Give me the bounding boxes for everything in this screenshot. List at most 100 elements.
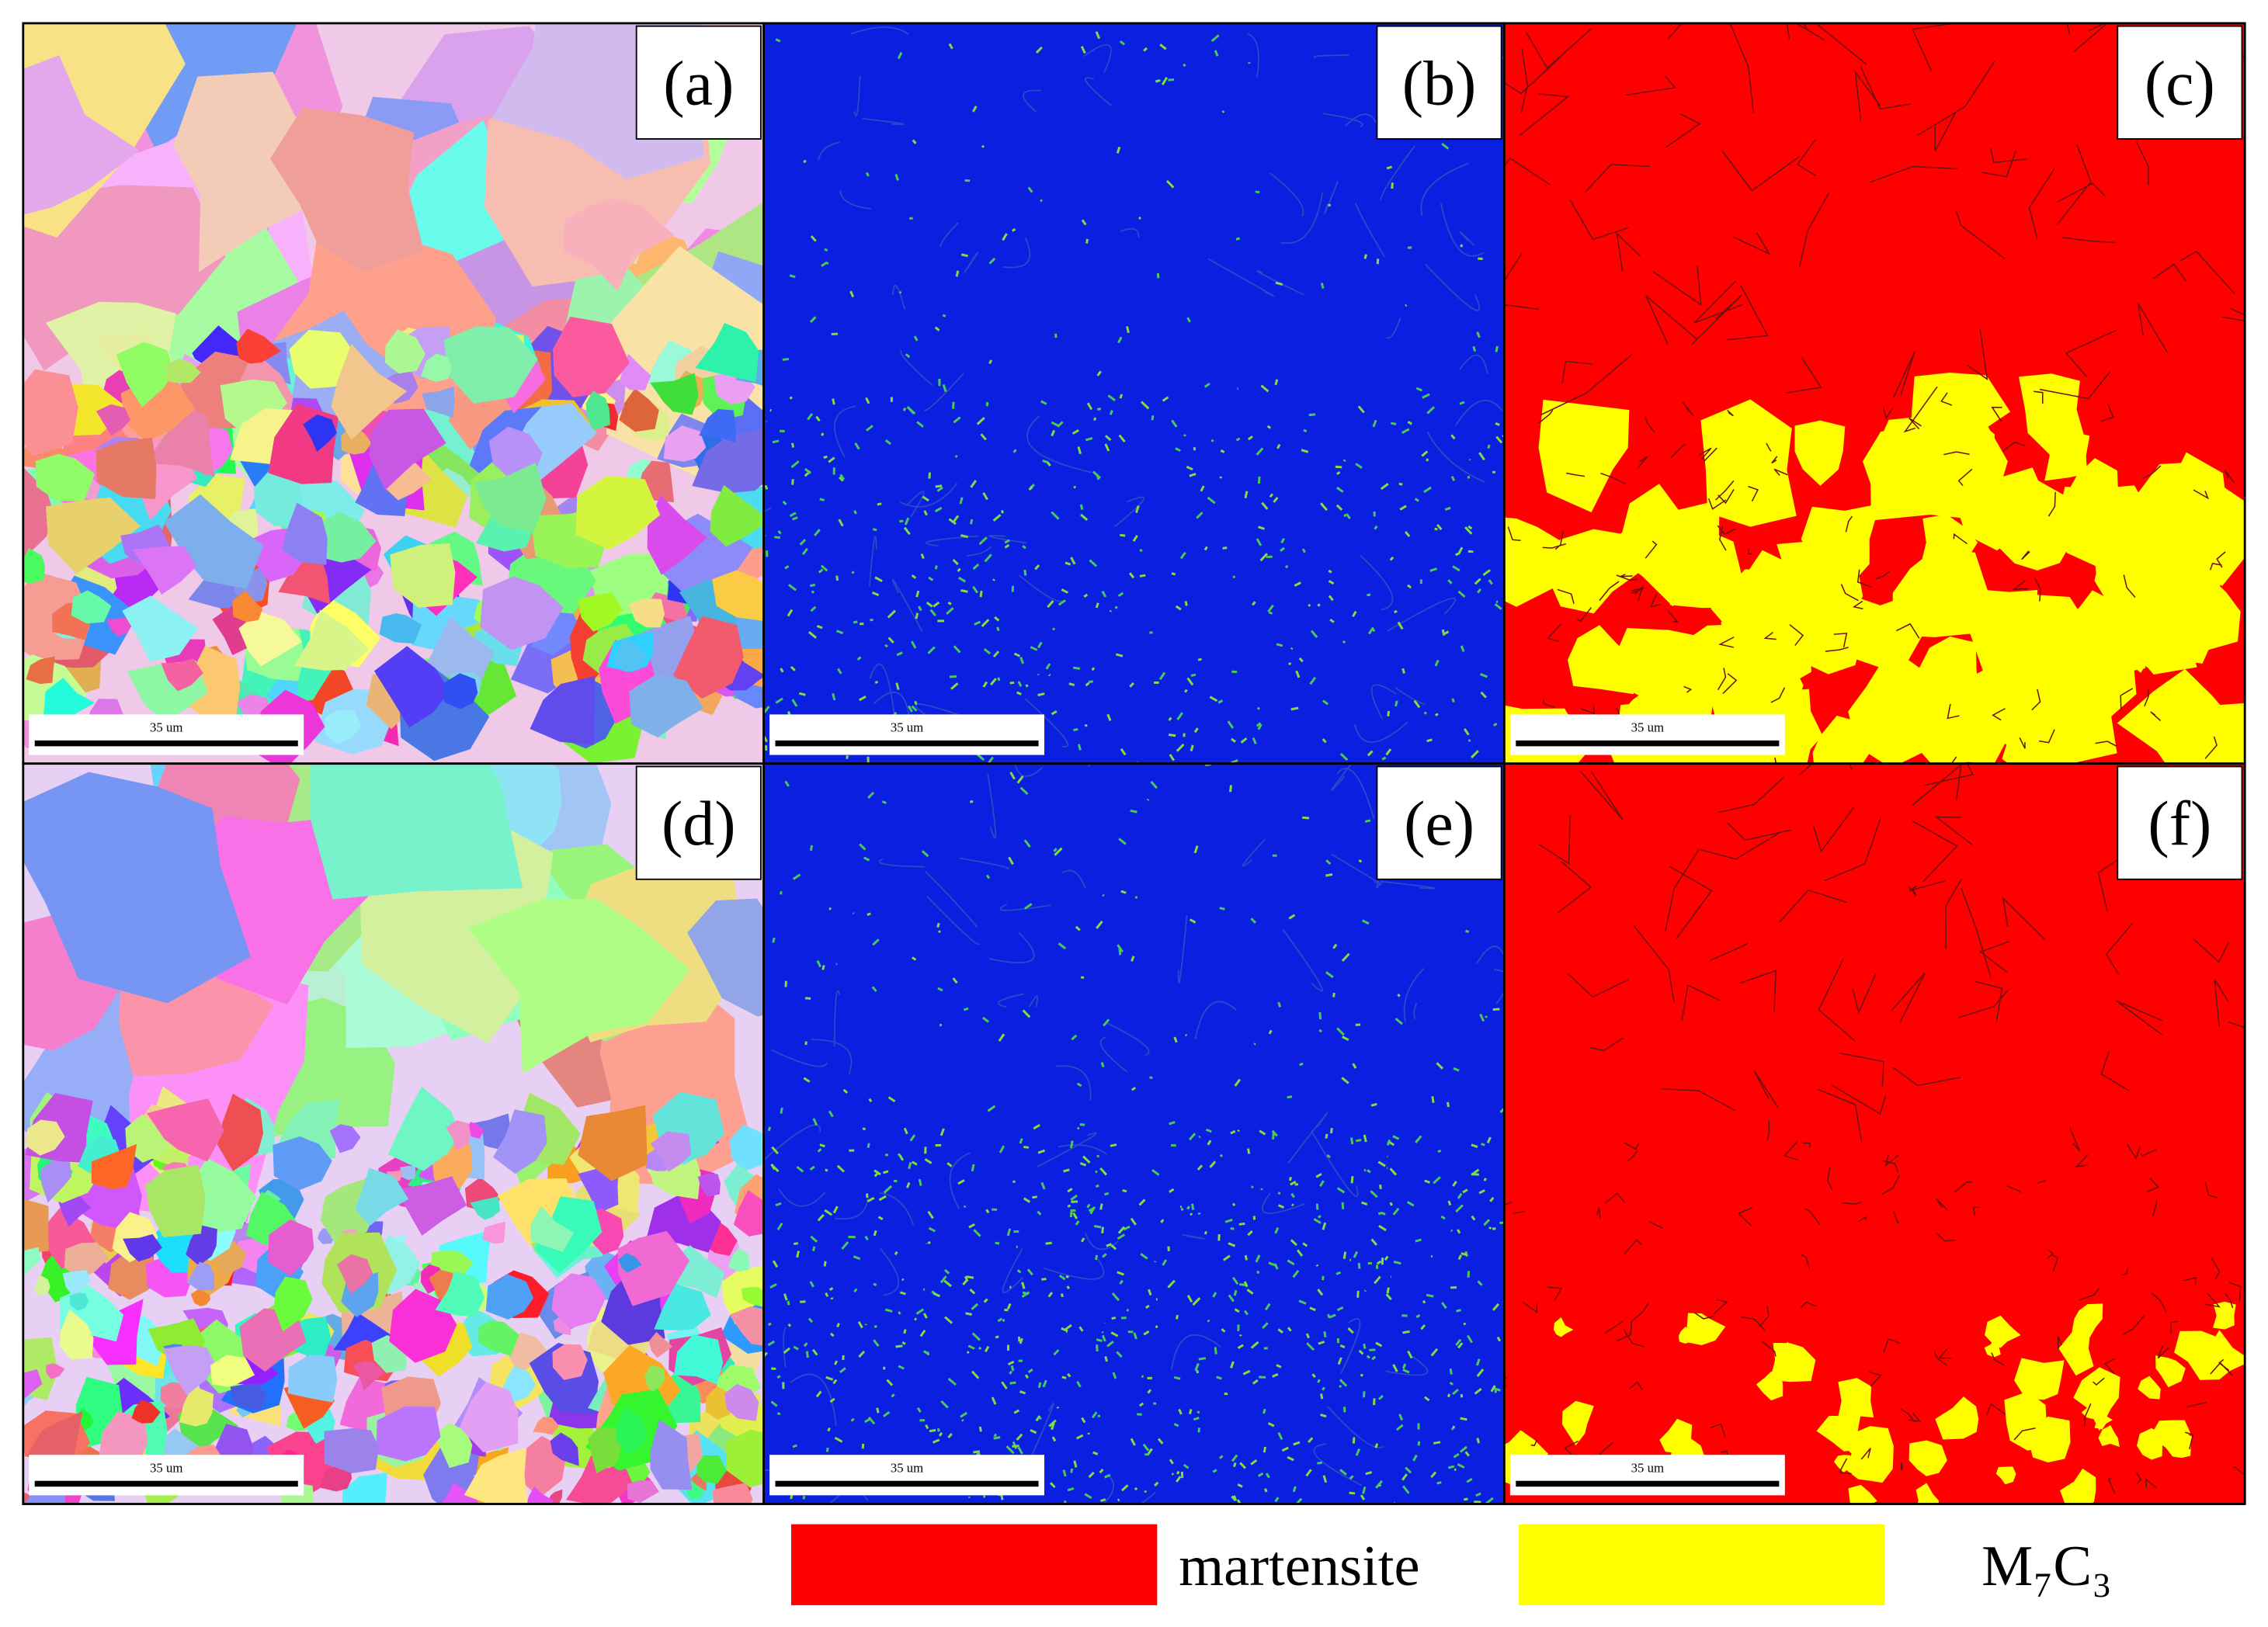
strain (1230, 1129, 1236, 1135)
strain (1106, 1243, 1112, 1247)
grain (33, 1275, 50, 1297)
strain (1259, 553, 1268, 562)
strain (1488, 579, 1493, 585)
grain (648, 1332, 673, 1358)
boundary (1604, 1320, 1624, 1334)
strain (814, 529, 821, 536)
strain (1362, 1486, 1367, 1494)
boundary (1975, 980, 2003, 1022)
boundary (1860, 66, 1912, 110)
strain (1024, 1374, 1030, 1379)
strain (1405, 304, 1408, 307)
boundary (1891, 972, 1926, 1024)
boundary (1934, 816, 1974, 846)
grain (96, 438, 157, 500)
strain (836, 1164, 846, 1173)
grain (342, 1473, 387, 1504)
strain (1496, 1336, 1502, 1342)
label-box (635, 765, 762, 880)
legend-label: martensite (1179, 1535, 1419, 1598)
strain (1355, 1448, 1361, 1456)
strain (1183, 1463, 1190, 1469)
strain (1189, 918, 1197, 924)
strain (783, 1347, 790, 1355)
strain (1037, 673, 1040, 676)
boundary (1900, 1408, 1915, 1423)
strain (816, 624, 823, 630)
strain (837, 668, 842, 675)
boundary (1893, 1211, 1899, 1224)
boundary (1783, 1140, 1798, 1161)
strain (1121, 1484, 1129, 1492)
boundary (839, 189, 872, 210)
strain (1474, 1388, 1482, 1395)
strain (1026, 1268, 1033, 1276)
strain (903, 1127, 908, 1135)
strain (1140, 1253, 1148, 1260)
strain (818, 568, 824, 574)
boundary (764, 1124, 821, 1160)
strain (1260, 1188, 1263, 1191)
strain (1049, 1482, 1056, 1489)
boundary (1802, 1142, 1811, 1148)
boundary (850, 26, 909, 36)
strain (983, 648, 992, 655)
strain (1303, 428, 1308, 433)
strain (775, 697, 783, 704)
grain (552, 316, 630, 397)
boundary (2084, 1403, 2092, 1427)
strain (1205, 1128, 1212, 1133)
strain (771, 1146, 779, 1155)
boundary (1804, 1208, 1822, 1226)
strain (1118, 838, 1127, 845)
strain (1363, 1134, 1367, 1143)
strain (1274, 379, 1279, 386)
strain (1001, 510, 1004, 514)
strain (1065, 1275, 1069, 1278)
strain (787, 1323, 792, 1327)
boundary (1637, 456, 1648, 469)
boundary (1800, 1254, 1810, 1270)
strain (1463, 1497, 1468, 1501)
strain (1060, 1292, 1065, 1298)
strain (1343, 513, 1347, 518)
panel-bg (763, 23, 1505, 764)
boundary (1748, 548, 1752, 555)
strain (809, 316, 817, 324)
strain (1171, 1473, 1175, 1476)
strain (1480, 673, 1488, 678)
strain (853, 510, 857, 515)
grain (303, 415, 337, 453)
strain (792, 516, 798, 521)
strain (770, 1163, 780, 1173)
strain (1099, 1167, 1108, 1176)
boundary (1460, 231, 1475, 246)
strain (1053, 848, 1058, 852)
strain (894, 173, 899, 181)
strain (853, 1288, 858, 1293)
strain (982, 681, 988, 688)
strain (1278, 1204, 1285, 1209)
strain (1207, 1140, 1212, 1146)
strain (1016, 775, 1024, 784)
boundary (1955, 211, 2006, 259)
boundary (1331, 763, 1353, 792)
strain (1297, 1249, 1304, 1257)
boundary (2209, 563, 2222, 571)
boundary (1665, 848, 1700, 931)
strain (1162, 396, 1169, 402)
strain (934, 326, 940, 331)
strain (1429, 567, 1438, 572)
grain (695, 323, 759, 383)
strain (1117, 1233, 1126, 1240)
strain (1079, 1123, 1085, 1126)
strain (1477, 588, 1482, 594)
boundary (1648, 1221, 1663, 1230)
strain (1012, 449, 1017, 453)
strain (1391, 421, 1397, 425)
strain (1233, 1289, 1238, 1296)
grain (329, 1124, 361, 1153)
strain (881, 800, 887, 804)
strain (1068, 682, 1075, 687)
strain (867, 912, 871, 916)
